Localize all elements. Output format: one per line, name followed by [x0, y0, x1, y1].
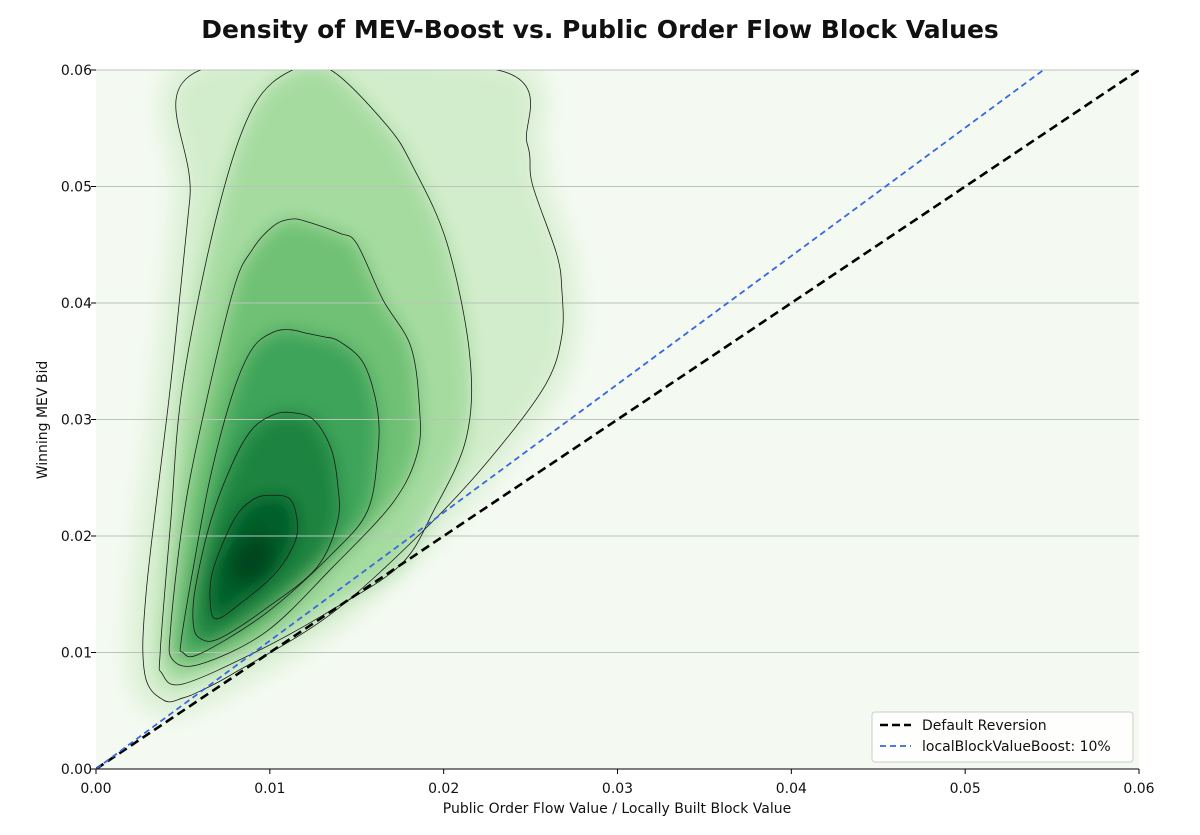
x-tick-label: 0.05 [950, 781, 981, 797]
x-tick-label: 0.00 [80, 781, 111, 797]
contour-line-5 [192, 411, 340, 642]
x-tick-label: 0.03 [602, 781, 633, 797]
contour-line-3 [168, 218, 421, 667]
y-tick-label: 0.05 [61, 180, 92, 196]
y-axis-label: Winning MEV Bid [35, 361, 51, 480]
y-tick-label: 0.00 [61, 762, 92, 778]
x-tick-label: 0.02 [428, 781, 459, 797]
y-tick-label: 0.02 [61, 529, 92, 545]
legend-label-boost: localBlockValueBoost: 10% [922, 739, 1111, 755]
y-tick-label: 0.04 [61, 296, 92, 312]
contour-line-4 [179, 329, 380, 658]
contour-line-6 [209, 494, 299, 620]
x-axis-label: Public Order Flow Value / Locally Built … [443, 801, 791, 817]
chart-title: Density of MEV-Boost vs. Public Order Fl… [201, 15, 999, 44]
gridlines [96, 69, 1139, 653]
x-tick-label: 0.06 [1123, 781, 1154, 797]
legend: Default Reversion localBlockValueBoost: … [871, 711, 1134, 763]
density-peak [231, 535, 274, 583]
y-tick-label: 0.06 [61, 63, 92, 79]
x-tick-label: 0.04 [776, 781, 807, 797]
y-tick-label: 0.03 [61, 413, 92, 429]
legend-box [871, 711, 1134, 763]
y-tick-label: 0.01 [61, 646, 92, 662]
axes: 0.00 0.01 0.02 0.03 0.04 0.05 0.06 0.00 0.01 0.02… [61, 63, 1155, 797]
contour-line-2 [158, 70, 473, 686]
x-tick-label: 0.01 [254, 781, 285, 797]
reference-lines [96, 70, 1139, 769]
series-line-2 [96, 70, 1044, 769]
legend-label-default-reversion: Default Reversion [922, 718, 1047, 734]
